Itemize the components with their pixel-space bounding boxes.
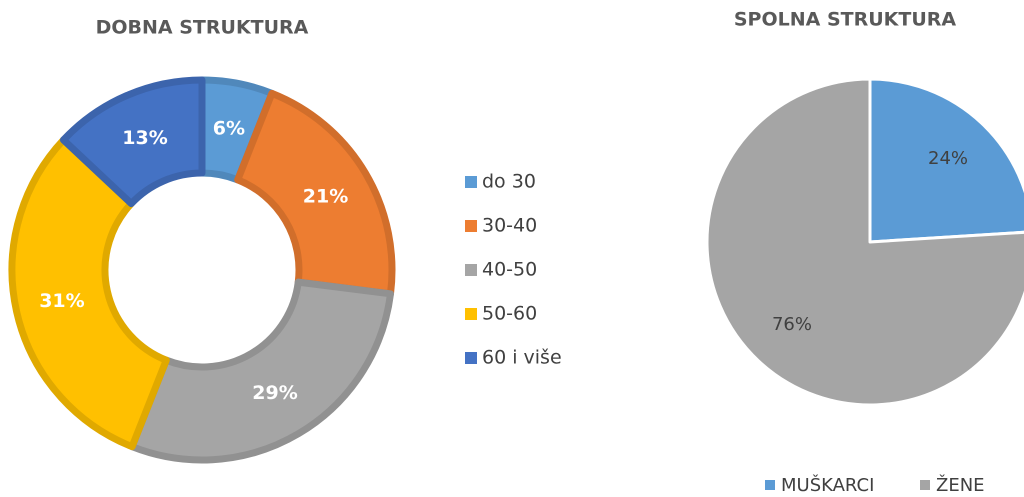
donut-slice: [128, 278, 395, 464]
donut-slice: [234, 89, 396, 298]
pie-slice: [868, 77, 1024, 244]
data-label: 29%: [252, 382, 297, 404]
legend-label: 50-60: [482, 303, 537, 325]
data-label: 13%: [122, 127, 167, 149]
legend-swatch: [465, 220, 477, 232]
legend-label: 60 i više: [482, 347, 562, 369]
legend-swatch: [920, 480, 930, 490]
legend-label: do 30: [482, 171, 536, 193]
legend-label: MUŠKARCI: [781, 474, 874, 496]
legend-swatch: [465, 352, 477, 364]
legend-swatch: [465, 308, 477, 320]
legend-label: 30-40: [482, 215, 537, 237]
donut-slice: [59, 76, 206, 208]
data-label: 31%: [39, 290, 84, 312]
donut-slice: [8, 136, 170, 451]
legend-swatch: [465, 264, 477, 276]
chart-title: SPOLNA STRUKTURA: [734, 9, 957, 31]
legend-label: 40-50: [482, 259, 537, 281]
chart-title: DOBNA STRUKTURA: [96, 17, 309, 39]
data-label: 21%: [303, 185, 348, 207]
pie-slice: [705, 77, 1024, 407]
legend-swatch: [465, 176, 477, 188]
data-label: 24%: [928, 148, 968, 169]
data-label: 6%: [213, 118, 245, 140]
legend-label: ŽENE: [936, 474, 985, 496]
legend-swatch: [765, 480, 775, 490]
data-label: 76%: [772, 314, 812, 335]
